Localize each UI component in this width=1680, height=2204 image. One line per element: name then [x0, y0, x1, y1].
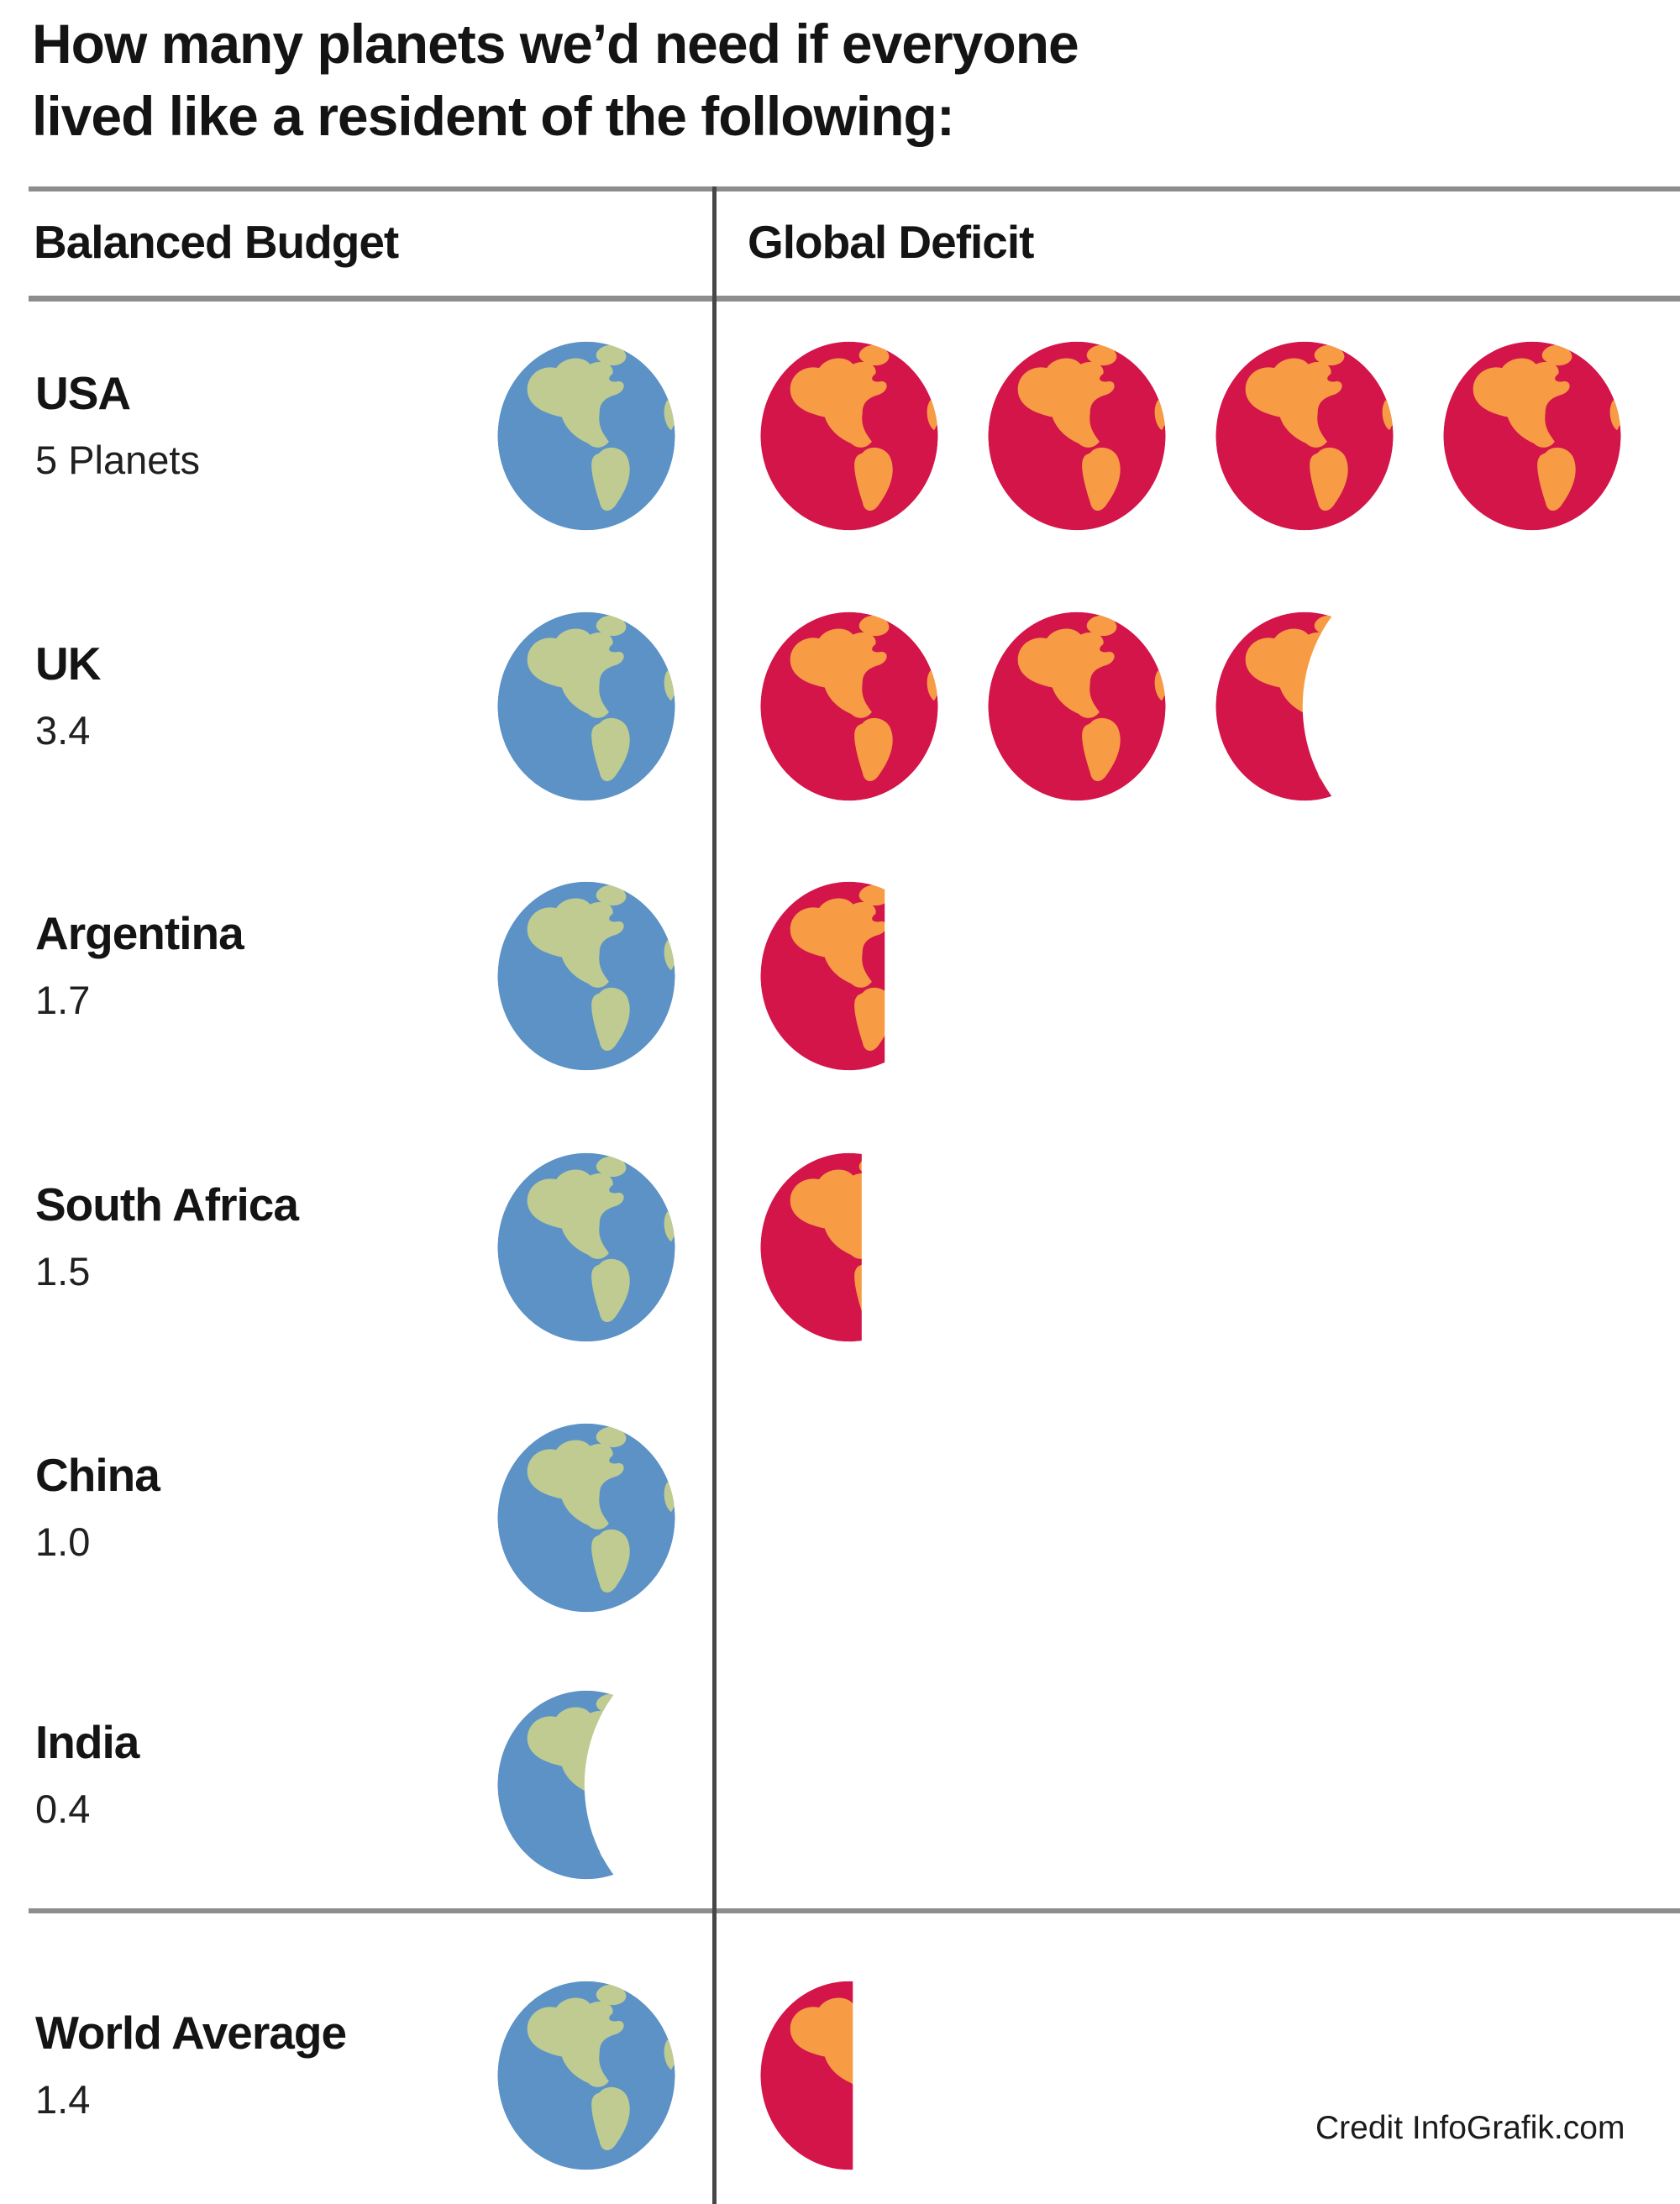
planets-value-label: 1.0: [35, 1519, 91, 1564]
blue-planet-icon: [491, 1418, 681, 1618]
planets-value-label: 0.4: [35, 1787, 91, 1831]
country-label: Argentina: [35, 907, 244, 959]
row-label-group: China 1.0: [35, 1448, 160, 1565]
planets-value-label: 3.4: [35, 708, 91, 753]
red-planet-icon: [982, 606, 1172, 806]
country-label: UK: [35, 638, 101, 690]
country-label: South Africa: [35, 1178, 299, 1231]
country-label: China: [35, 1449, 160, 1501]
blue-planet-icon: [491, 336, 681, 536]
row-label-group: South Africa 1.5: [35, 1178, 299, 1294]
red-planet-icon: [754, 336, 944, 536]
blue-planet-icon: [491, 876, 681, 1076]
header-rule-bottom: [29, 296, 1680, 302]
country-label: USA: [35, 367, 131, 419]
row-label-group: USA 5 Planets: [35, 366, 200, 483]
blue-planet-icon: [491, 606, 681, 806]
planets-value-label: 5 Planets: [35, 438, 200, 482]
red-planet-icon: [1210, 336, 1399, 536]
header-rule-top: [29, 186, 1680, 192]
credit-text: Credit InfoGrafik.com: [1315, 2110, 1625, 2146]
title-line-2: lived like a resident of the following:: [32, 84, 955, 147]
red-planet-partial-icon: [754, 1976, 944, 2175]
blue-planet-icon: [491, 1976, 681, 2175]
row-label-group: Argentina 1.7: [35, 906, 244, 1023]
red-planet-icon: [1437, 336, 1627, 536]
blue-planet-icon: [491, 1147, 681, 1347]
red-planet-icon: [754, 606, 944, 806]
red-planet-icon: [982, 336, 1172, 536]
column-header-balanced-budget: Balanced Budget: [34, 216, 399, 268]
row-label-group: World Average 1.4: [35, 2006, 347, 2123]
red-planet-partial-icon: [1210, 606, 1399, 806]
column-header-global-deficit: Global Deficit: [748, 216, 1034, 268]
column-divider-line: [712, 186, 717, 2204]
title-line-1: How many planets we’d need if everyone: [32, 13, 1079, 75]
planets-value-label: 1.4: [35, 2077, 91, 2122]
planets-value-label: 1.7: [35, 978, 91, 1022]
country-label: World Average: [35, 2007, 347, 2059]
red-planet-partial-icon: [754, 1147, 944, 1347]
country-label: India: [35, 1716, 139, 1768]
red-planet-partial-icon: [754, 876, 944, 1076]
row-label-group: UK 3.4: [35, 637, 101, 753]
row-label-group: India 0.4: [35, 1715, 139, 1832]
planets-value-label: 1.5: [35, 1249, 91, 1294]
blue-planet-partial-icon: [491, 1685, 681, 1885]
world-average-separator-rule: [29, 1908, 1680, 1913]
page-title: How many planets we’d need if everyone l…: [32, 8, 1079, 153]
